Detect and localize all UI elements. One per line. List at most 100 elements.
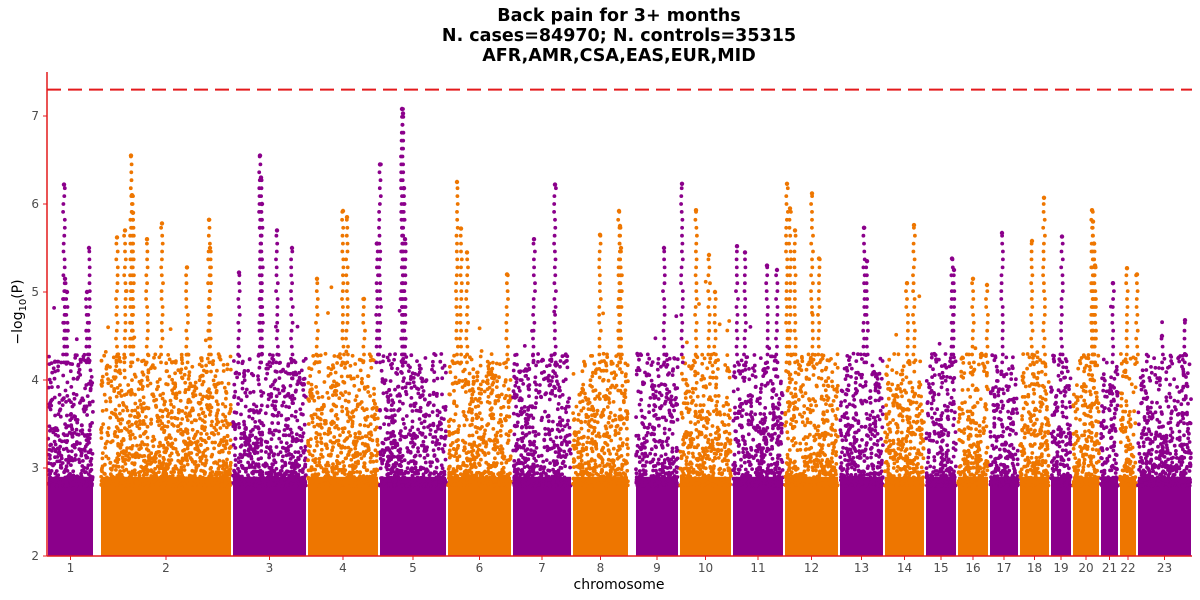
chr-2-point	[141, 395, 146, 400]
chr-2-point	[226, 472, 231, 476]
chr-3-point	[297, 425, 302, 430]
chr-4-point	[334, 412, 339, 417]
chr-2-point	[135, 443, 139, 448]
chr-5-point	[420, 393, 425, 397]
chr-3-point	[263, 411, 268, 416]
chr-2-point	[222, 385, 227, 390]
chr-7-point	[546, 427, 551, 431]
chr-4-point	[360, 477, 365, 482]
chr-6-point	[477, 396, 482, 401]
chr-5-point	[432, 378, 436, 383]
chr-5-point	[391, 463, 396, 467]
chr-2-point	[119, 450, 124, 454]
chr-5-point	[405, 466, 410, 470]
chr-2-point	[106, 325, 110, 330]
chr-7-point	[552, 445, 556, 450]
chr-1-point	[73, 458, 77, 462]
chr-5-point	[402, 435, 406, 439]
chr-2-point	[217, 450, 222, 454]
chr-3-point	[277, 429, 281, 434]
chr-2-point	[118, 411, 122, 416]
chr-5-point	[388, 450, 393, 455]
chr-5-point	[423, 460, 428, 465]
chr-7-point	[565, 365, 570, 370]
chr-4-point	[371, 406, 376, 410]
chr-3-point	[265, 445, 269, 449]
chr-5-point	[430, 367, 434, 372]
chr-3-point	[303, 444, 308, 449]
chr-5-point	[404, 414, 409, 418]
chr-7-point	[553, 394, 558, 398]
chr-2-point	[193, 470, 197, 474]
chr-8-point	[586, 428, 591, 433]
chr-1-point	[69, 455, 74, 460]
chr-2-point	[191, 391, 195, 396]
chr-3-point	[250, 416, 255, 421]
chr-2-point	[203, 454, 208, 459]
chr-2-point	[111, 355, 116, 360]
chr-3-point	[287, 475, 291, 479]
chr-7-point	[563, 406, 568, 411]
chr-2-point	[142, 454, 147, 458]
chr-8-point	[622, 394, 627, 399]
chr-3-point	[268, 352, 272, 357]
chr-2-point	[124, 405, 129, 410]
chr-7-point	[558, 420, 562, 424]
chr-6-point	[496, 393, 501, 398]
chr-5-point	[396, 476, 401, 480]
chr-8-point	[589, 446, 594, 451]
chr-2-point	[217, 458, 222, 463]
chr-8-point	[607, 400, 612, 405]
chr-3-point	[238, 459, 243, 464]
chr-8-point	[611, 400, 616, 404]
chr-5-point	[409, 440, 413, 445]
chr-6-point	[463, 377, 468, 382]
chr-5-point	[422, 425, 426, 430]
chr-2-point	[128, 436, 133, 441]
chr-8-point	[592, 426, 597, 430]
chr-5-point	[397, 399, 402, 404]
chr-7-point	[520, 431, 525, 436]
chr-7-point	[523, 367, 528, 372]
chr-5-point	[395, 455, 400, 459]
chr-2-point	[146, 481, 151, 486]
chr-8-point	[581, 442, 585, 447]
chr-4-point	[306, 397, 311, 402]
chr-8-point	[581, 382, 586, 387]
chr-7-point	[551, 467, 555, 472]
chr-5-point	[433, 435, 438, 439]
chr-8-point	[597, 454, 602, 459]
chr-2-point	[220, 419, 225, 424]
chr-4-point	[329, 408, 334, 413]
chr-8-point	[578, 472, 583, 476]
chr-3-point	[266, 397, 271, 402]
chr-4-point	[319, 465, 324, 470]
chr-2-point	[118, 383, 122, 387]
chr-6-point	[461, 410, 466, 414]
chr-2-point	[121, 459, 126, 463]
chr-2-point	[108, 396, 112, 400]
chr-4-point	[323, 467, 328, 472]
chr-3-point	[281, 388, 286, 393]
chr-5-point	[409, 353, 414, 358]
chr-7-point	[514, 404, 518, 409]
chr-4-point	[351, 453, 355, 458]
chr-1-point	[90, 421, 94, 425]
chr-2-point	[182, 448, 187, 452]
chr-5-point	[439, 352, 444, 356]
chr-7-point	[550, 474, 555, 479]
chr-3-point	[277, 391, 282, 396]
chr-8-point	[626, 379, 630, 384]
chr-5-point	[397, 308, 402, 313]
chr-5-point	[437, 483, 442, 488]
chr-5-point	[410, 409, 415, 413]
chr-3-point	[254, 483, 259, 488]
chr-1-point	[58, 465, 63, 470]
chr-7-point	[535, 464, 540, 468]
chr-6-point	[491, 380, 496, 385]
chr-1-point	[48, 456, 52, 461]
chr-2-point	[202, 472, 207, 476]
chr-2-point	[158, 393, 163, 398]
chr-6-point	[452, 418, 456, 423]
chr-2-point	[200, 426, 205, 431]
